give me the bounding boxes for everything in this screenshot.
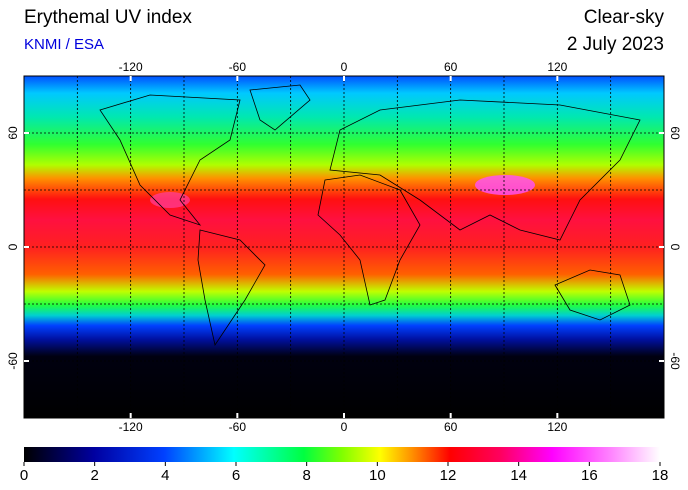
colorbar-tick-label: 12 [440,467,457,484]
lat-tick-label: 0 [6,243,20,250]
lon-tick-label: -120 [119,60,143,74]
lon-tick-label: 120 [547,60,567,74]
colorbar [24,447,660,462]
lat-tick-label: -60 [6,352,20,370]
colorbar-tick-label: 8 [302,467,310,484]
colorbar-tick-label: 6 [232,467,240,484]
colorbar-tick-label: 0 [20,467,28,484]
map [23,75,665,419]
date: 2 July 2023 [567,34,664,55]
lon-tick-label: 0 [341,420,348,434]
lon-tick-label: -60 [229,420,247,434]
north-america [99,94,241,226]
graticule [24,76,664,418]
eurasia [329,99,641,241]
australia [554,269,631,321]
uv-hotspot [475,175,535,195]
subtitle: KNMI / ESA [24,36,104,53]
lon-tick-label: -60 [229,60,247,74]
lon-tick-label: 60 [444,420,458,434]
colorbar-tick-label: 14 [510,467,527,484]
condition: Clear-sky [584,7,665,28]
lon-tick-label: -120 [119,420,143,434]
lon-tick-label: 0 [341,60,348,74]
lat-tick-label: 60 [6,126,20,140]
greenland [249,84,311,131]
colorbar-tick-label: 18 [652,467,669,484]
colorbar-tick-label: 16 [581,467,598,484]
lon-tick-label: 60 [444,60,458,74]
south-america [197,229,266,347]
title: Erythemal UV index [24,7,192,28]
colorbar-tick-label: 10 [369,467,386,484]
colorbar-tick-label: 4 [161,467,169,484]
coastlines [99,84,641,347]
colorbar-tick-label: 2 [90,467,98,484]
lat-tick-label: 60 [668,126,682,140]
lon-tick-label: 120 [547,420,567,434]
lat-tick-label: -60 [668,352,682,370]
uv-hotspot [150,192,190,208]
africa [317,174,421,306]
lat-tick-label: 0 [668,244,682,251]
